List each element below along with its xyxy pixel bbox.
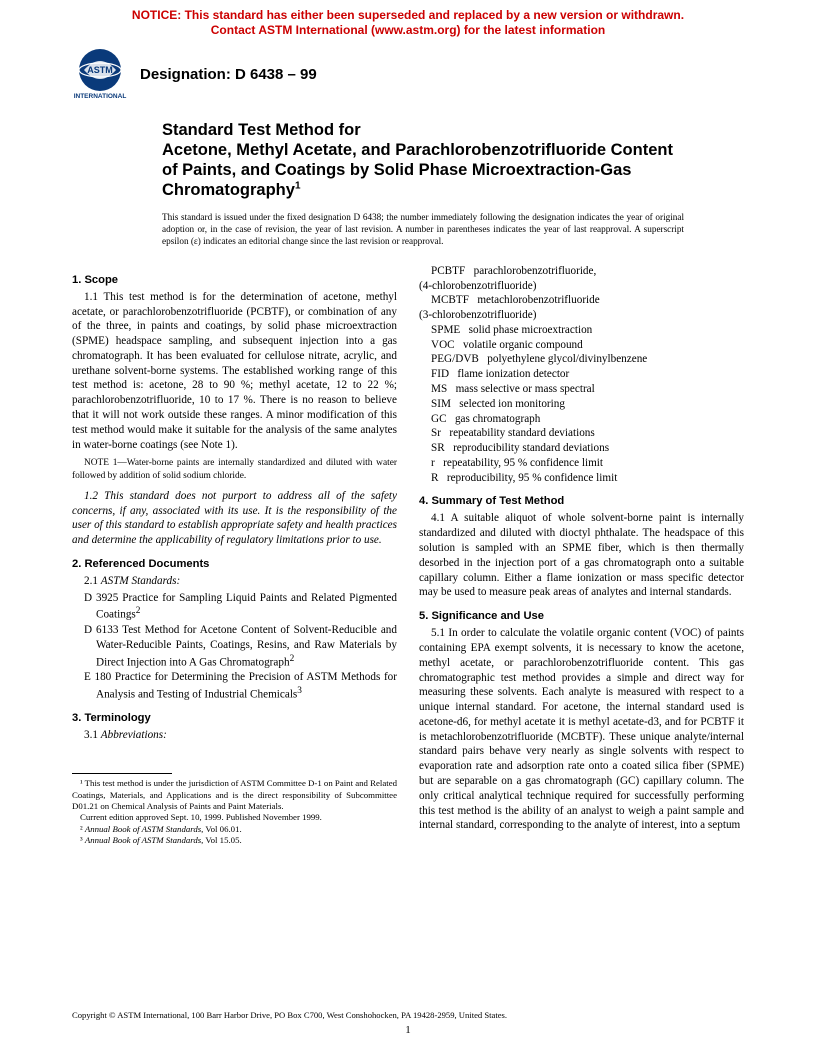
section-3-sub: 3.1 Abbreviations: — [72, 728, 397, 743]
abbrev-v8: selected ion monitoring — [459, 398, 565, 410]
abbrev-v10: repeatability standard deviations — [449, 427, 594, 439]
section-1-head: 1. Scope — [72, 274, 397, 286]
abbrev-v2: metachlorobenzotrifluoride — [477, 294, 599, 306]
section-2-head: 2. Referenced Documents — [72, 558, 397, 570]
document-title: Standard Test Method for Acetone, Methyl… — [162, 120, 692, 201]
abbrev-pcbtf-sub: (4-chlorobenzotrifluoride) — [419, 279, 744, 294]
abbrev-mcbtf: MCBTF metachlorobenzotrifluoride — [419, 293, 744, 308]
ref-d6133-text: D 6133 Test Method for Acetone Content o… — [84, 624, 397, 668]
ref-d6133: D 6133 Test Method for Acetone Content o… — [72, 623, 397, 670]
abbrev-mcbtf-sub: (3-chlorobenzotrifluoride) — [419, 308, 744, 323]
left-column: 1. Scope 1.1 This test method is for the… — [72, 264, 397, 847]
abbrev-k3: SPME — [431, 324, 460, 336]
notice-line1: NOTICE: This standard has either been su… — [132, 8, 684, 22]
fn3-italic: Annual Book of ASTM Standards — [85, 835, 201, 845]
abbrev-spme: SPME solid phase microextraction — [419, 323, 744, 338]
abbrev-k11: SR — [431, 442, 445, 454]
para-5-1: 5.1 In order to calculate the volatile o… — [419, 626, 744, 833]
title-line1: Standard Test Method for — [162, 121, 361, 139]
designation: Designation: D 6438 – 99 — [140, 66, 317, 83]
abbrev-ms: MS mass selective or mass spectral — [419, 382, 744, 397]
abbrev-v13: reproducibility, 95 % confidence limit — [447, 472, 617, 484]
footnote-1b: Current edition approved Sept. 10, 1999.… — [72, 812, 397, 823]
abbrev-sr-low: Sr repeatability standard deviations — [419, 426, 744, 441]
abbrev-v7: mass selective or mass spectral — [456, 383, 595, 395]
abbrev-k5: PEG/DVB — [431, 353, 479, 365]
s2-sub-italic: ASTM Standards: — [101, 575, 180, 587]
abbrev-k2: MCBTF — [431, 294, 469, 306]
footnote-2: ² Annual Book of ASTM Standards, Vol 06.… — [72, 824, 397, 835]
astm-logo-icon: ASTM INTERNATIONAL — [72, 46, 128, 102]
abbrev-v1: parachlorobenzotrifluoride, — [474, 265, 597, 277]
abbrev-v5: polyethylene glycol/divinylbenzene — [487, 353, 647, 365]
s3-sub-num: 3.1 — [84, 729, 101, 741]
section-2-sub: 2.1 ASTM Standards: — [72, 574, 397, 589]
issuance-note: This standard is issued under the fixed … — [162, 211, 684, 248]
s2-sub-num: 2.1 — [84, 575, 101, 587]
abbrev-voc: VOC volatile organic compound — [419, 338, 744, 353]
abbrev-pegdvb: PEG/DVB polyethylene glycol/divinylbenze… — [419, 352, 744, 367]
abbrev-v12: repeatability, 95 % confidence limit — [443, 457, 603, 469]
abbrev-fid: FID flame ionization detector — [419, 367, 744, 382]
para-4-1: 4.1 A suitable aliquot of whole solvent-… — [419, 511, 744, 600]
ref-e180-sup: 3 — [297, 686, 302, 696]
abbrev-r-cap: R reproducibility, 95 % confidence limit — [419, 471, 744, 486]
abbrev-pcbtf: PCBTF parachlorobenzotrifluoride, — [419, 264, 744, 279]
abbrev-k13: R — [431, 472, 438, 484]
title-line2: Acetone, Methyl Acetate, and Parachlorob… — [162, 141, 673, 199]
copyright-line: Copyright © ASTM International, 100 Barr… — [72, 1010, 507, 1020]
s3-sub-italic: Abbreviations: — [101, 729, 167, 741]
abbrev-v6: flame ionization detector — [457, 368, 569, 380]
abbrev-k4: VOC — [431, 339, 455, 351]
abbrev-k9: GC — [431, 413, 447, 425]
body-columns: 1. Scope 1.1 This test method is for the… — [72, 264, 744, 847]
abbrev-gc: GC gas chromatograph — [419, 412, 744, 427]
abbrev-v3: solid phase microextraction — [469, 324, 593, 336]
abbrev-sr-cap: SR reproducibility standard deviations — [419, 441, 744, 456]
ref-d6133-sup: 2 — [290, 654, 295, 664]
para-1-1: 1.1 This test method is for the determin… — [72, 290, 397, 453]
note-1-text: —Water-borne paints are internally stand… — [72, 458, 397, 481]
title-sup: 1 — [295, 181, 301, 192]
svg-text:INTERNATIONAL: INTERNATIONAL — [74, 93, 127, 100]
abbrev-v11: reproducibility standard deviations — [453, 442, 609, 454]
section-3-head: 3. Terminology — [72, 712, 397, 724]
note-1: NOTE 1—Water-borne paints are internally… — [72, 457, 397, 482]
right-column: PCBTF parachlorobenzotrifluoride, (4-chl… — [419, 264, 744, 847]
abbrev-r-low: r repeatability, 95 % confidence limit — [419, 456, 744, 471]
abbrev-k6: FID — [431, 368, 449, 380]
page-number: 1 — [0, 1024, 816, 1036]
abbrev-k10: Sr — [431, 427, 441, 439]
abbrev-sim: SIM selected ion monitoring — [419, 397, 744, 412]
footnote-divider — [72, 773, 172, 774]
notice-banner: NOTICE: This standard has either been su… — [0, 0, 816, 42]
ref-e180: E 180 Practice for Determining the Preci… — [72, 670, 397, 702]
section-4-head: 4. Summary of Test Method — [419, 495, 744, 507]
fn2-italic: Annual Book of ASTM Standards — [85, 824, 201, 834]
section-5-head: 5. Significance and Use — [419, 610, 744, 622]
header: ASTM INTERNATIONAL Designation: D 6438 –… — [72, 46, 744, 102]
abbrev-k7: MS — [431, 383, 447, 395]
note-1-label: NOTE 1 — [84, 458, 117, 468]
abbrev-k8: SIM — [431, 398, 451, 410]
fn2-post: , Vol 06.01. — [201, 824, 242, 834]
fn3-post: , Vol 15.05. — [201, 835, 242, 845]
abbrev-k1: PCBTF — [431, 265, 465, 277]
footnote-3: ³ Annual Book of ASTM Standards, Vol 15.… — [72, 835, 397, 846]
ref-d3925-text: D 3925 Practice for Sampling Liquid Pain… — [84, 592, 397, 622]
abbrev-v9: gas chromatograph — [455, 413, 540, 425]
svg-text:ASTM: ASTM — [87, 65, 113, 75]
para-1-2: 1.2 This standard does not purport to ad… — [72, 489, 397, 548]
page-content: ASTM INTERNATIONAL Designation: D 6438 –… — [0, 46, 816, 847]
footnote-1: ¹ This test method is under the jurisdic… — [72, 778, 397, 812]
ref-d3925: D 3925 Practice for Sampling Liquid Pain… — [72, 591, 397, 623]
abbrev-v4: volatile organic compound — [463, 339, 583, 351]
abbrev-k12: r — [431, 457, 435, 469]
ref-e180-text: E 180 Practice for Determining the Preci… — [84, 671, 397, 701]
ref-d3925-sup: 2 — [136, 606, 141, 616]
notice-line2: Contact ASTM International (www.astm.org… — [211, 23, 605, 37]
